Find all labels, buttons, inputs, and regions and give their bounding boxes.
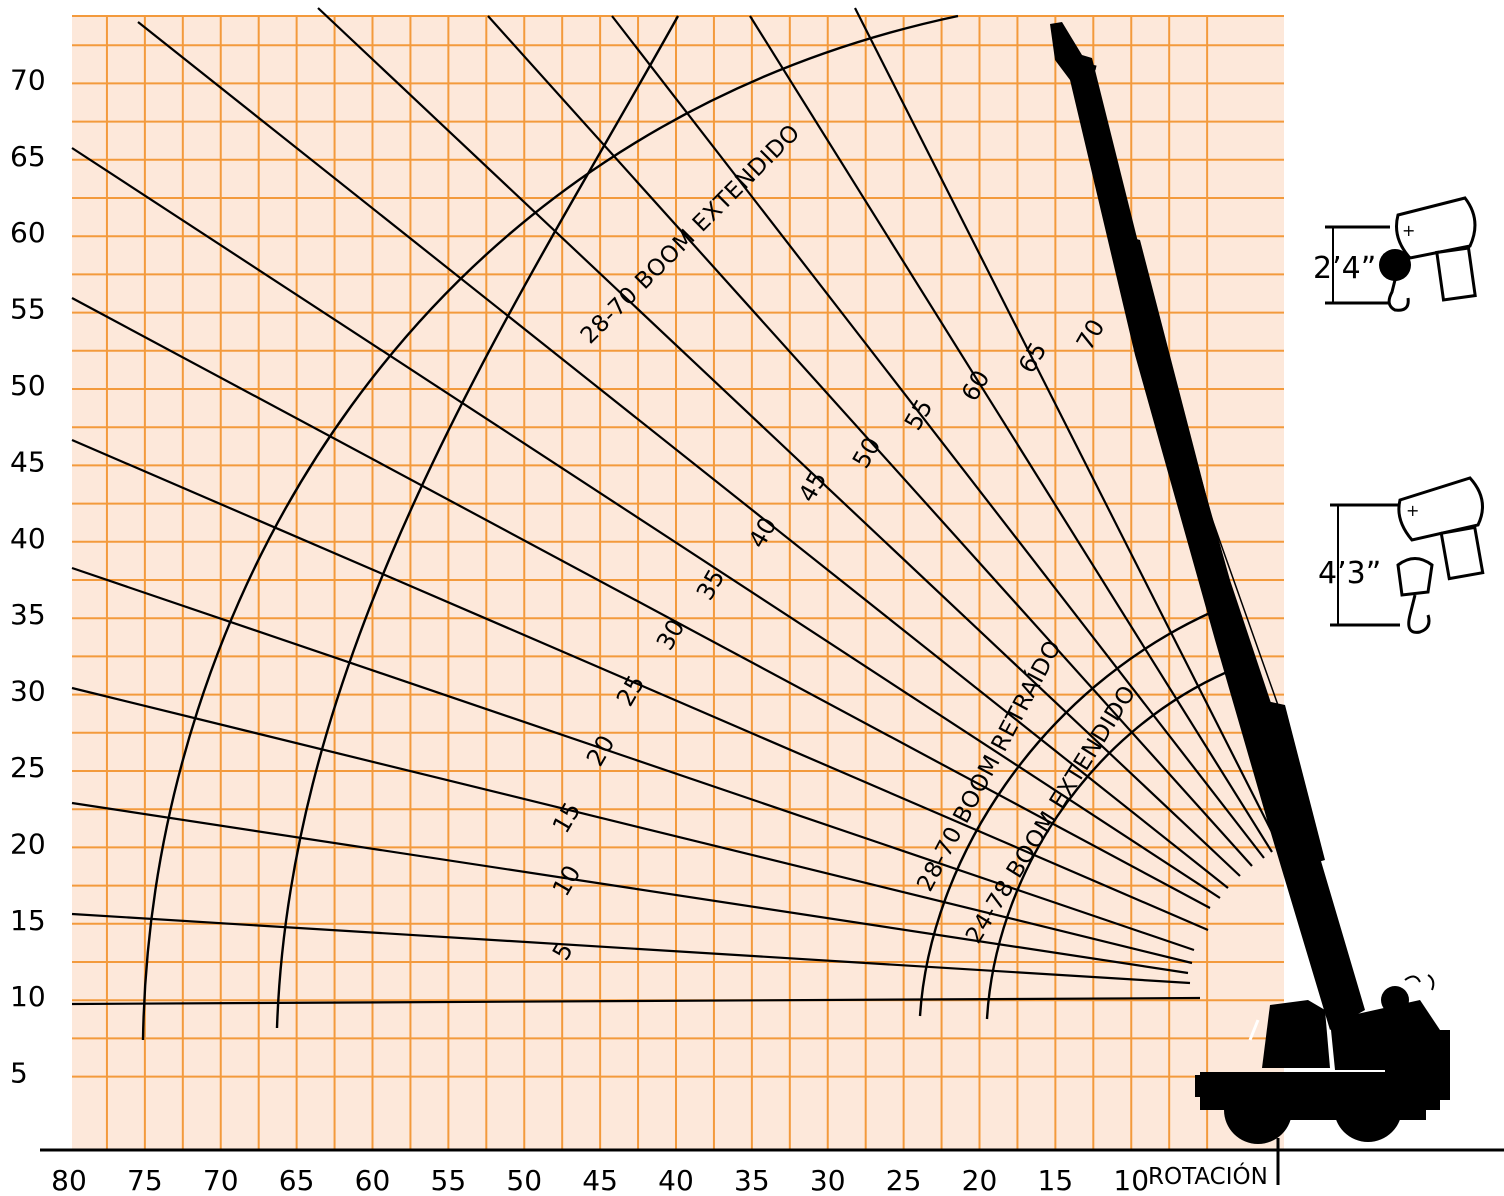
x-tick-label: 20 <box>962 1164 998 1196</box>
x-tick-label: 10 <box>1113 1164 1149 1196</box>
x-tick-label: 60 <box>355 1164 391 1196</box>
boom-angle-line <box>749 15 1273 853</box>
svg-text:+: + <box>1406 501 1419 520</box>
boom-angle-lines <box>71 7 1281 1006</box>
y-tick-label: 10 <box>10 980 46 1013</box>
boom-angle-line <box>854 7 1281 849</box>
crane-silhouette <box>1050 22 1450 1144</box>
y-axis-ticks: 5 10 15 20 25 30 35 40 45 50 55 60 65 70 <box>10 63 46 1089</box>
boom-angle-line <box>487 15 1253 867</box>
y-tick-label: 5 <box>10 1057 28 1090</box>
y-tick-label: 50 <box>10 369 46 402</box>
x-tick-label: 50 <box>506 1164 542 1196</box>
hook-block-small: + 2’4” <box>1313 196 1477 312</box>
y-tick-label: 55 <box>10 293 46 326</box>
hook-block-large-dimension: 4’3” <box>1318 556 1381 591</box>
x-tick-label: 55 <box>431 1164 467 1196</box>
x-tick-label: 25 <box>886 1164 922 1196</box>
hook-block-large: + 4’3” <box>1318 476 1485 634</box>
y-tick-label: 60 <box>10 216 46 249</box>
y-tick-label: 35 <box>10 598 46 631</box>
hook-block-small-dimension: 2’4” <box>1313 251 1376 286</box>
x-axis-ticks: 80 75 70 65 60 55 50 45 40 35 30 25 20 15 10 <box>51 1164 1149 1196</box>
x-tick-label: 75 <box>127 1164 163 1196</box>
boom-angle-line <box>317 7 1241 877</box>
boom-angle-line <box>71 147 1221 899</box>
range-arc <box>918 610 1213 1017</box>
y-tick-label: 30 <box>10 675 46 708</box>
boom-angle-line <box>71 996 1201 1006</box>
x-tick-label: 40 <box>658 1164 694 1196</box>
boom-angle-line <box>137 21 1229 889</box>
y-tick-label: 20 <box>10 827 46 860</box>
range-arc <box>985 670 1228 1020</box>
y-tick-label: 40 <box>10 522 46 555</box>
boom-angle-line <box>71 297 1211 909</box>
svg-text:+: + <box>1402 221 1415 240</box>
y-tick-label: 25 <box>10 751 46 784</box>
x-tick-label: 80 <box>51 1164 87 1196</box>
y-tick-label: 45 <box>10 445 46 478</box>
boom-angle-line <box>71 801 1189 975</box>
x-tick-label: 65 <box>279 1164 315 1196</box>
y-tick-label: 70 <box>10 63 46 96</box>
range-arc <box>141 14 959 1041</box>
x-tick-label: 70 <box>203 1164 239 1196</box>
boom-angle-line <box>71 912 1191 985</box>
y-tick-label: 65 <box>10 140 46 173</box>
boom-angle-line <box>611 15 1265 859</box>
x-tick-label: 45 <box>582 1164 618 1196</box>
boom-angle-line <box>71 438 1209 932</box>
boom-angle-line <box>71 566 1195 952</box>
x-tick-label: 15 <box>1038 1164 1074 1196</box>
x-tick-label: 30 <box>810 1164 846 1196</box>
boom-angle-line <box>71 686 1193 965</box>
y-tick-label: 15 <box>10 904 46 937</box>
x-tick-label: 35 <box>734 1164 770 1196</box>
rotation-label: ROTACIÓN <box>1148 1162 1268 1190</box>
